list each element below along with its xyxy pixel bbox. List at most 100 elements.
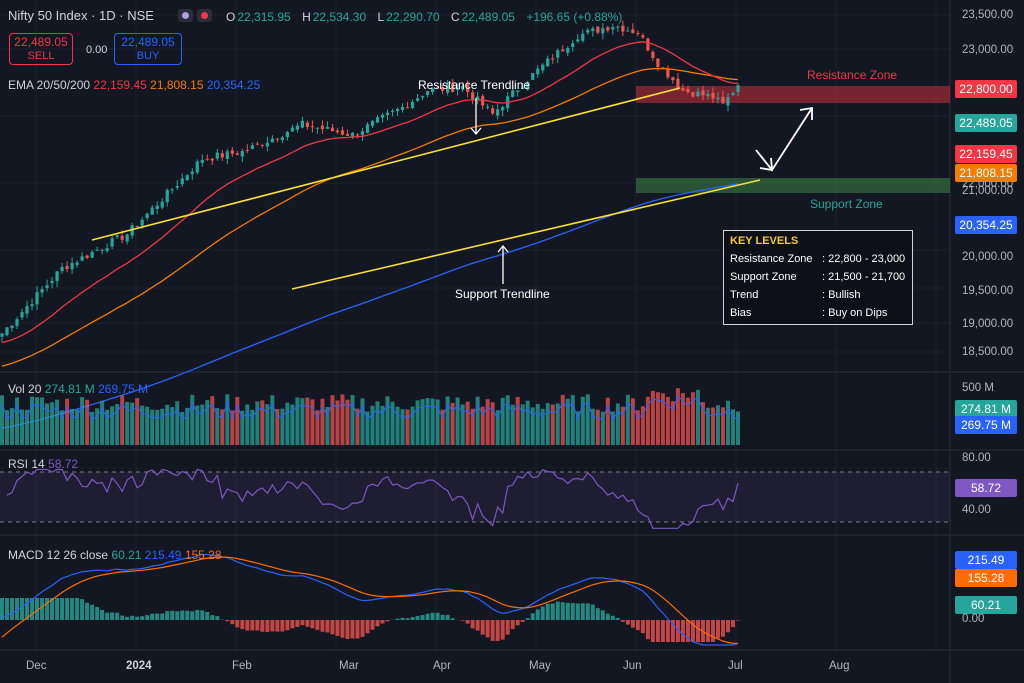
macd-histogram-bar	[520, 620, 525, 622]
macd-histogram-bar	[35, 598, 40, 620]
macd-histogram-bar	[45, 598, 50, 620]
candle-body	[551, 58, 555, 60]
candle-body	[310, 126, 315, 128]
volume-bar	[420, 399, 425, 445]
volume-legend[interactable]: Vol 20 274.81 M 269.75 M	[8, 382, 148, 396]
volume-bar	[430, 398, 435, 445]
sell-button[interactable]: 22,489.05 SELL	[9, 33, 73, 65]
candle-body	[656, 58, 660, 68]
volume-bar	[55, 399, 60, 445]
candle-body	[235, 153, 239, 155]
candle-body	[536, 68, 540, 75]
macd-histogram-bar	[690, 620, 695, 642]
volume-bar	[105, 409, 110, 445]
volume-bar	[10, 408, 15, 445]
volume-bar	[130, 402, 135, 445]
candle-body	[706, 94, 710, 96]
macd-hist-tag: 60.21	[955, 596, 1017, 614]
candle-body	[446, 84, 450, 93]
macd-histogram-bar	[475, 620, 480, 631]
volume-bar	[325, 406, 330, 445]
candle-body	[60, 266, 64, 272]
candle-body	[105, 248, 109, 251]
candle-body	[335, 130, 340, 133]
macd-histogram-bar	[330, 620, 335, 635]
candle-body	[435, 87, 440, 89]
volume-bar	[665, 397, 670, 445]
time-axis-label: 2024	[126, 660, 152, 672]
macd-histogram-bar	[420, 615, 425, 620]
rsi-legend-label: RSI 14	[8, 457, 45, 471]
macd-histogram-bar	[100, 609, 105, 620]
candle-body	[20, 312, 24, 318]
macd-histogram-bar	[265, 620, 270, 633]
macd-histogram-bar	[610, 615, 615, 620]
volume-bar	[120, 395, 125, 445]
volume-bar	[405, 409, 410, 445]
candle-body	[190, 171, 194, 175]
candle-body	[125, 234, 129, 242]
volume-bar	[25, 409, 30, 445]
macd-histogram-bar	[625, 620, 630, 625]
key-levels-heading: KEY LEVELS	[730, 235, 799, 247]
volume-bar	[40, 397, 45, 445]
candle-body	[150, 207, 154, 215]
candle-body	[295, 125, 300, 130]
volume-bar	[465, 401, 470, 445]
volume-bar	[555, 403, 560, 445]
candle-body	[456, 88, 460, 90]
candle-body	[220, 153, 224, 158]
volume-bar	[560, 394, 565, 445]
volume-bar	[320, 398, 325, 445]
candle-body	[10, 325, 14, 329]
resistance-trendline	[91, 87, 681, 241]
market-status-icon[interactable]	[178, 9, 193, 22]
rsi-legend[interactable]: RSI 14 58.72	[8, 457, 78, 471]
macd-histogram-bar	[150, 613, 155, 620]
candle-body	[410, 102, 415, 108]
volume-bar	[345, 399, 350, 445]
macd-histogram-bar	[250, 620, 255, 631]
candle-body	[0, 333, 4, 337]
volume-bar	[70, 409, 75, 445]
volume-bar	[605, 397, 610, 445]
support-trendline	[291, 179, 761, 290]
volume-bar	[580, 396, 585, 445]
volume-bar	[565, 398, 570, 445]
candle-body	[395, 108, 400, 111]
macd-histogram-bar	[665, 620, 670, 642]
time-axis-label: Aug	[829, 660, 850, 672]
data-delay-icon[interactable]	[197, 9, 212, 22]
macd-histogram-bar	[175, 611, 180, 620]
key-levels-box[interactable]: KEY LEVELS Resistance Zone: 22,800 - 23,…	[723, 230, 913, 325]
candle-body	[641, 35, 645, 38]
time-axis-label: Apr	[433, 660, 451, 672]
macd-histogram-bar	[710, 620, 715, 642]
key-level-row: Support Zone: 21,500 - 21,700	[730, 268, 906, 286]
volume-bar	[85, 399, 90, 445]
ema50-price-tag: 21,808.15	[955, 164, 1017, 182]
symbol-title[interactable]: Nifty 50 Index · 1D · NSE	[8, 8, 154, 23]
macd-histogram-bar	[360, 620, 365, 637]
resistance-pointer-arrow	[470, 98, 482, 136]
buy-price: 22,489.05	[121, 35, 175, 49]
volume-bar	[65, 398, 70, 445]
candle-body	[120, 235, 124, 240]
candle-body	[210, 158, 214, 161]
macd-legend[interactable]: MACD 12 26 close 60.21 215.49 155.28	[8, 548, 222, 562]
volume-bar	[290, 404, 295, 445]
candle-body	[676, 78, 680, 89]
ema-legend[interactable]: EMA 20/50/200 22,159.45 21,808.15 20,354…	[8, 78, 260, 92]
macd-histogram-bar	[210, 615, 215, 620]
candle-body	[466, 84, 470, 92]
volume-bar	[135, 398, 140, 445]
macd-histogram-bar	[50, 598, 55, 620]
buy-button[interactable]: 22,489.05 BUY	[114, 33, 182, 65]
volume-bar	[625, 394, 630, 445]
volume-bar	[15, 397, 20, 445]
volume-bar	[390, 401, 395, 445]
macd-histogram-bar	[70, 598, 75, 620]
macd-histogram-bar	[155, 613, 160, 620]
volume-bar	[300, 398, 305, 445]
